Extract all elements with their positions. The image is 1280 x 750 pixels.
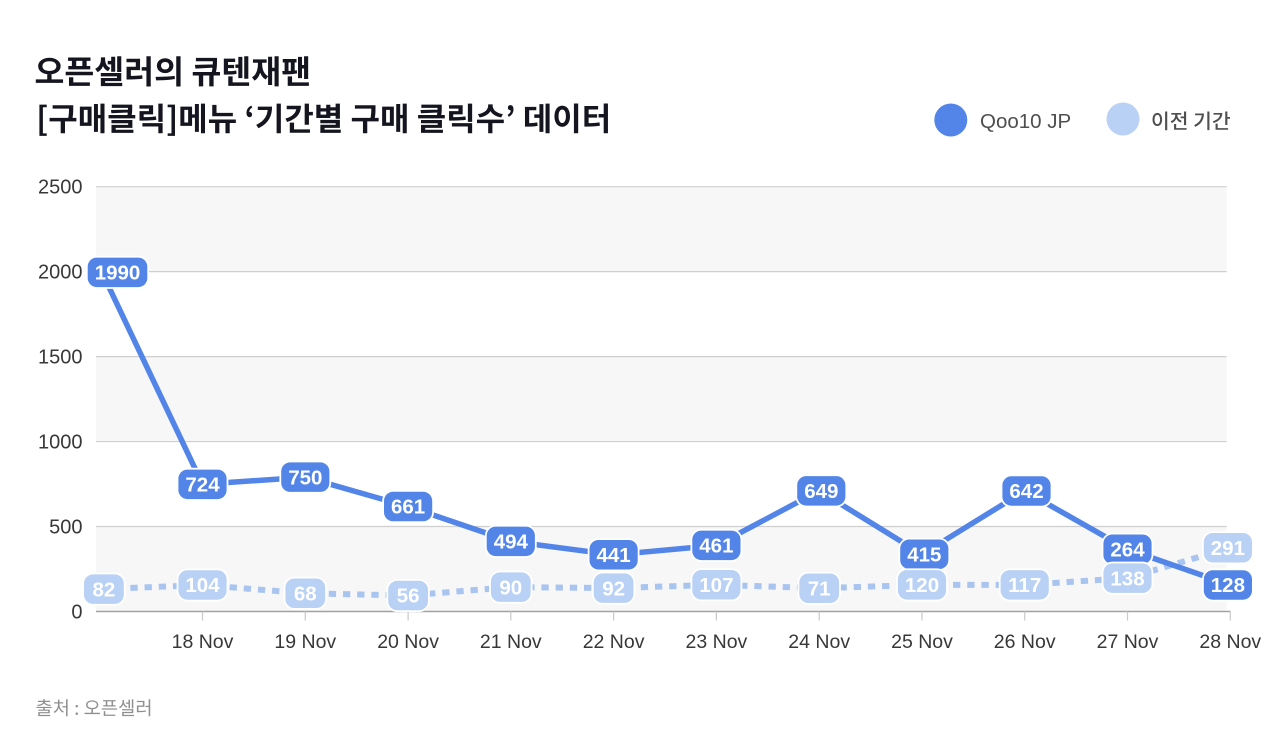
- svg-text:415: 415: [907, 544, 941, 567]
- svg-text:128: 128: [1211, 574, 1245, 597]
- svg-text:56: 56: [397, 585, 420, 608]
- svg-text:2500: 2500: [38, 177, 83, 199]
- svg-text:138: 138: [1110, 567, 1144, 590]
- svg-text:104: 104: [185, 574, 220, 597]
- svg-text:20 Nov: 20 Nov: [377, 631, 439, 653]
- svg-text:82: 82: [92, 578, 115, 601]
- svg-text:24 Nov: 24 Nov: [788, 631, 850, 653]
- svg-text:500: 500: [49, 517, 82, 539]
- svg-text:90: 90: [499, 576, 522, 599]
- svg-text:21 Nov: 21 Nov: [480, 631, 542, 653]
- svg-text:724: 724: [185, 474, 220, 497]
- svg-text:291: 291: [1211, 537, 1245, 560]
- svg-text:117: 117: [1008, 574, 1041, 597]
- svg-text:461: 461: [699, 535, 733, 558]
- svg-text:22 Nov: 22 Nov: [583, 631, 645, 653]
- svg-text:25 Nov: 25 Nov: [891, 631, 953, 653]
- svg-text:1990: 1990: [95, 262, 141, 285]
- svg-text:27 Nov: 27 Nov: [1097, 631, 1159, 653]
- svg-text:Qoo10 JP: Qoo10 JP: [980, 110, 1071, 133]
- svg-text:107: 107: [699, 574, 733, 597]
- svg-text:441: 441: [596, 544, 630, 567]
- svg-text:26 Nov: 26 Nov: [994, 631, 1056, 653]
- svg-text:2000: 2000: [38, 262, 83, 284]
- svg-text:750: 750: [288, 466, 322, 489]
- svg-text:120: 120: [905, 574, 939, 597]
- svg-text:28 Nov: 28 Nov: [1199, 631, 1261, 653]
- svg-text:19 Nov: 19 Nov: [274, 631, 336, 653]
- svg-text:264: 264: [1110, 539, 1145, 562]
- svg-text:71: 71: [808, 577, 831, 600]
- svg-text:68: 68: [294, 583, 317, 606]
- svg-text:0: 0: [71, 602, 82, 624]
- svg-text:642: 642: [1009, 480, 1043, 503]
- svg-text:1500: 1500: [38, 347, 83, 369]
- svg-text:649: 649: [804, 480, 838, 503]
- svg-text:1000: 1000: [38, 432, 83, 454]
- svg-text:661: 661: [391, 496, 425, 519]
- svg-text:494: 494: [494, 531, 529, 554]
- svg-text:23 Nov: 23 Nov: [686, 631, 748, 653]
- svg-text:18 Nov: 18 Nov: [172, 631, 234, 653]
- svg-text:92: 92: [602, 577, 625, 600]
